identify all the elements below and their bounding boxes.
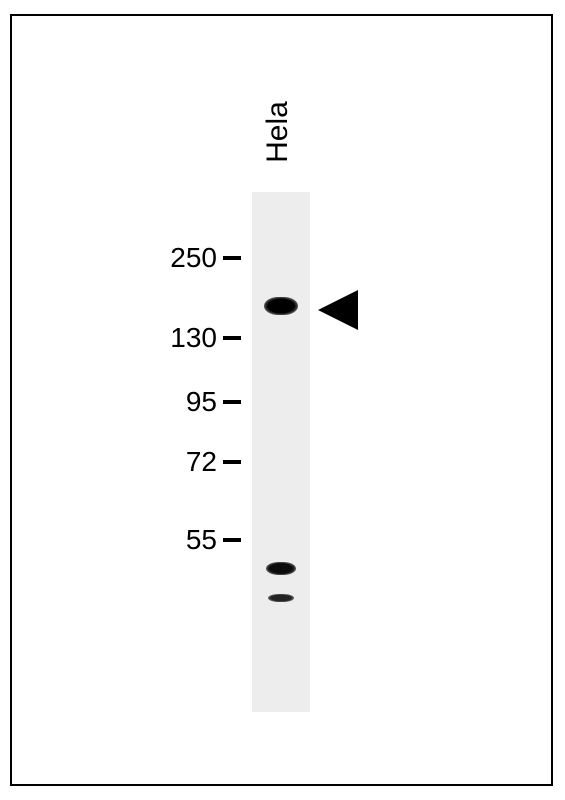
blot-band [268, 594, 294, 602]
blot-band [264, 297, 298, 315]
mw-label: 95 [186, 386, 217, 418]
arrow-icon [318, 290, 378, 330]
blot-lane [252, 192, 310, 712]
blot-band [266, 562, 296, 575]
mw-label: 72 [186, 446, 217, 478]
mw-tick [223, 538, 241, 542]
mw-tick [223, 256, 241, 260]
mw-tick [223, 336, 241, 340]
mw-label: 130 [170, 322, 217, 354]
mw-tick [223, 460, 241, 464]
mw-tick [223, 400, 241, 404]
mw-label: 250 [170, 242, 217, 274]
lane-label-text: Hela [261, 101, 294, 163]
band-indicator-arrow [318, 290, 378, 335]
lane-label: Hela [261, 72, 301, 192]
mw-label: 55 [186, 524, 217, 556]
